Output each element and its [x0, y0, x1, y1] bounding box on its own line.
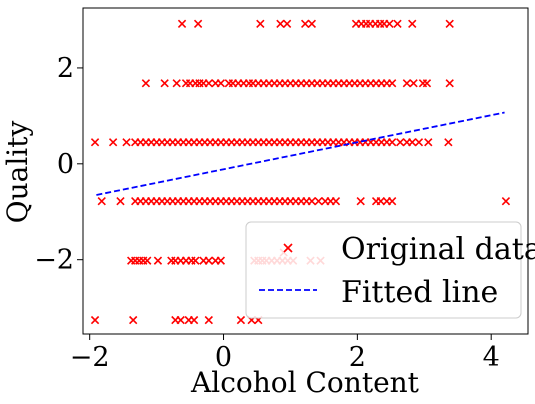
data-point	[216, 79, 226, 88]
data-point	[376, 197, 385, 206]
x-tick-label: −2	[70, 342, 110, 373]
data-point	[129, 315, 138, 325]
data-point	[300, 19, 310, 28]
fitted-line	[96, 111, 505, 196]
data-point	[314, 197, 323, 206]
data-point	[444, 138, 453, 147]
data-point	[445, 79, 454, 88]
legend-box	[245, 221, 522, 319]
data-point	[141, 79, 151, 88]
data-point	[393, 19, 402, 28]
data-point	[387, 79, 397, 88]
data-point	[414, 138, 424, 147]
data-point	[176, 315, 185, 325]
x-tick-label: 4	[483, 342, 500, 373]
data-point	[189, 315, 199, 325]
data-point	[90, 138, 100, 147]
data-point	[160, 79, 169, 88]
data-point	[282, 19, 292, 28]
x-tick-label: 0	[215, 342, 232, 373]
data-point	[143, 256, 152, 265]
data-point	[172, 79, 181, 88]
data-point	[276, 19, 285, 28]
data-point	[356, 197, 365, 206]
y-axis-label: Quality	[1, 120, 34, 223]
data-point	[97, 197, 106, 206]
x-tick-label: 2	[349, 342, 366, 373]
data-point	[424, 138, 433, 147]
x-axis-ticks: −2 0 2 4	[70, 334, 500, 373]
data-point	[90, 315, 100, 325]
data-point	[108, 138, 118, 147]
data-point	[331, 197, 341, 206]
data-point	[153, 256, 163, 265]
data-point	[191, 256, 200, 265]
data-point	[116, 197, 125, 206]
x-axis-label: Alcohol Content	[190, 366, 420, 399]
legend: Original data Fitted line	[245, 221, 535, 319]
y-tick-label: 2	[57, 53, 74, 84]
y-axis-ticks: −2 0 2	[34, 53, 83, 276]
data-point	[422, 79, 432, 88]
data-point	[307, 19, 317, 28]
legend-label-fitted-line: Fitted line	[341, 275, 498, 310]
y-tick-label: 0	[57, 149, 74, 180]
data-point	[122, 138, 131, 147]
legend-marker-x-icon	[283, 243, 293, 253]
data-point	[216, 256, 226, 265]
data-point	[385, 19, 394, 28]
data-point	[307, 197, 317, 206]
data-point	[445, 19, 454, 28]
legend-label-original-data: Original data	[341, 232, 535, 267]
data-point	[193, 19, 203, 28]
fitted-line-layer	[96, 111, 505, 196]
data-point	[402, 79, 412, 88]
plot-frame	[82, 7, 529, 335]
data-point	[396, 138, 405, 147]
data-point	[204, 79, 213, 88]
data-point	[204, 256, 213, 265]
data-point	[408, 19, 417, 28]
data-point	[236, 315, 246, 325]
data-point	[409, 79, 418, 88]
data-point	[501, 197, 511, 206]
y-tick-label: −2	[34, 245, 74, 276]
data-point	[408, 138, 417, 147]
data-point	[256, 19, 265, 28]
data-point	[204, 315, 213, 325]
data-point	[177, 19, 187, 28]
data-point	[387, 197, 397, 206]
data-point	[387, 138, 397, 147]
